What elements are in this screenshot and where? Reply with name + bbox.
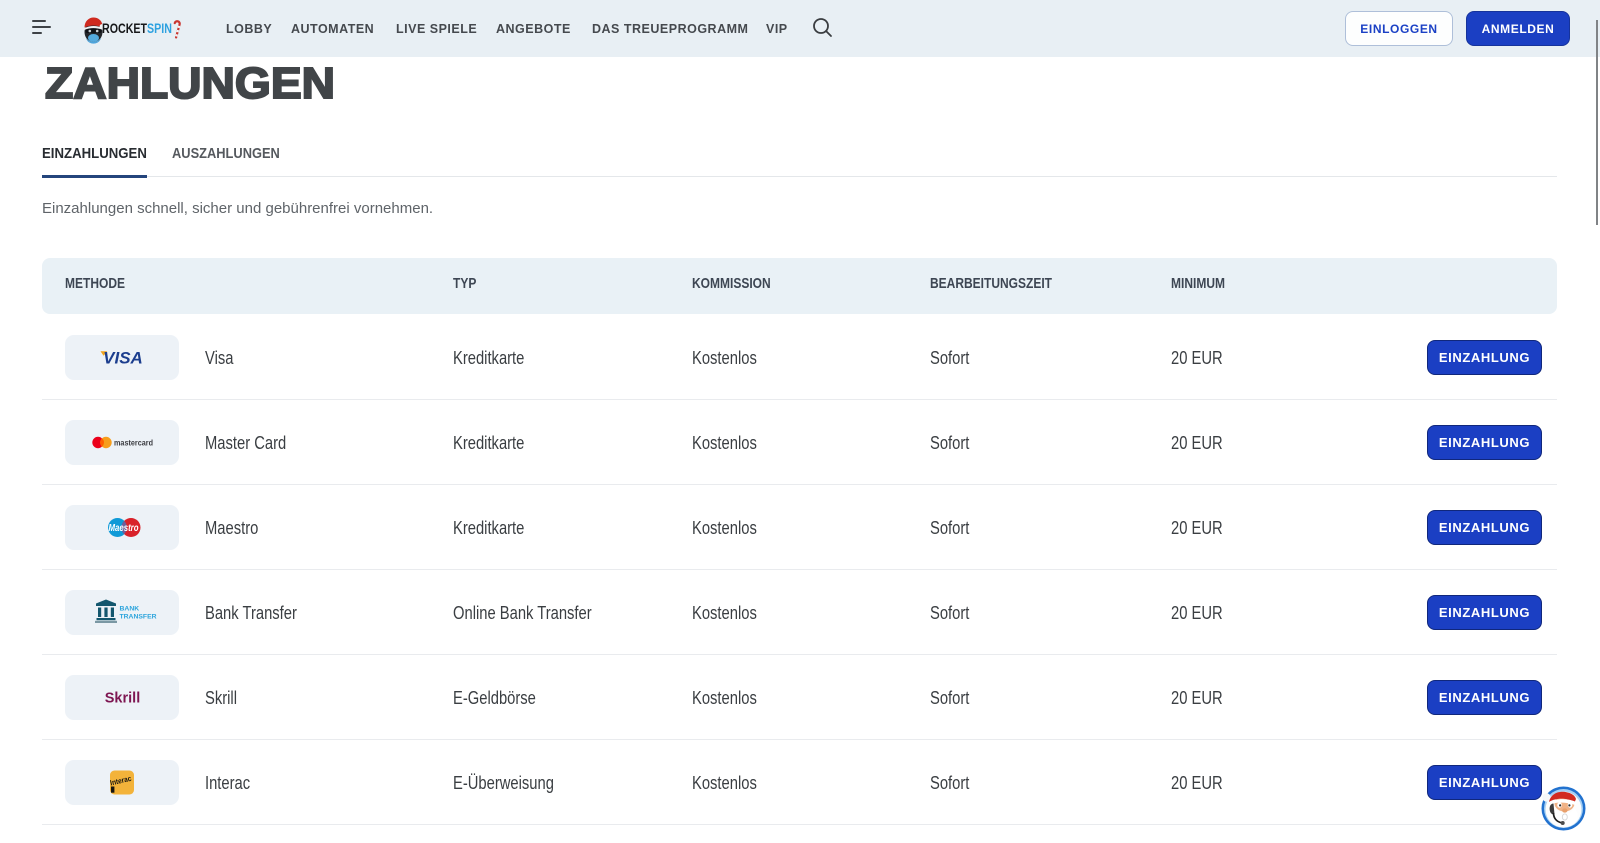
svg-text:TRANSFER: TRANSFER xyxy=(120,614,157,621)
svg-text:Skrill: Skrill xyxy=(105,691,140,707)
svg-text:Maestro: Maestro xyxy=(109,522,139,534)
svg-text:mastercard: mastercard xyxy=(114,438,153,448)
svg-text:BANK: BANK xyxy=(120,606,140,613)
svg-text:VISA: VISA xyxy=(103,349,143,368)
